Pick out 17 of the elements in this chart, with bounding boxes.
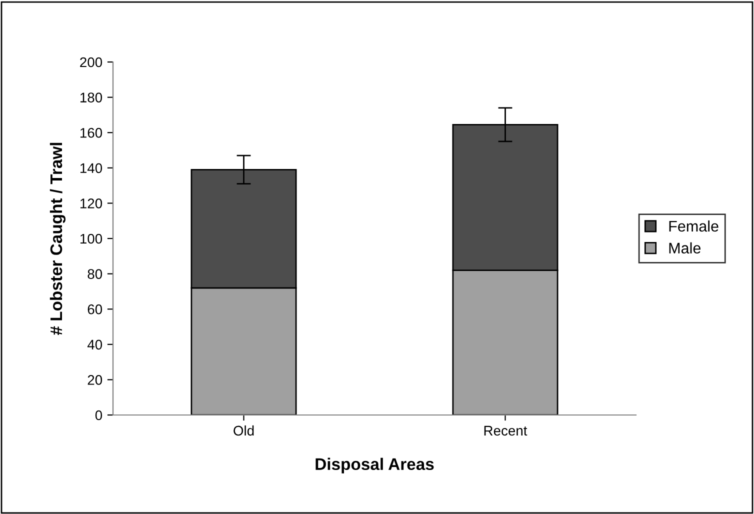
- legend-label: Male: [669, 242, 701, 254]
- legend-label: Female: [669, 220, 718, 232]
- y-tick-label: 160: [80, 128, 102, 138]
- y-tick-label: 0: [95, 410, 102, 420]
- y-axis-title: # Lobster Caught / Trawl: [50, 142, 66, 335]
- x-axis-title: Disposal Areas: [316, 458, 434, 474]
- y-tick-label: 60: [88, 304, 102, 314]
- y-tick-label: 120: [80, 198, 102, 208]
- y-tick-label: 180: [80, 92, 102, 102]
- y-tick-label: 40: [87, 340, 102, 350]
- y-tick-label: 100: [80, 234, 102, 244]
- x-tick-label: Old: [234, 425, 254, 436]
- y-tick-label: 200: [80, 57, 102, 68]
- x-tick-label: Recent: [484, 426, 528, 436]
- y-tick-label: 80: [88, 269, 102, 279]
- y-tick-label: 140: [80, 163, 102, 174]
- y-tick-label: 20: [88, 375, 102, 385]
